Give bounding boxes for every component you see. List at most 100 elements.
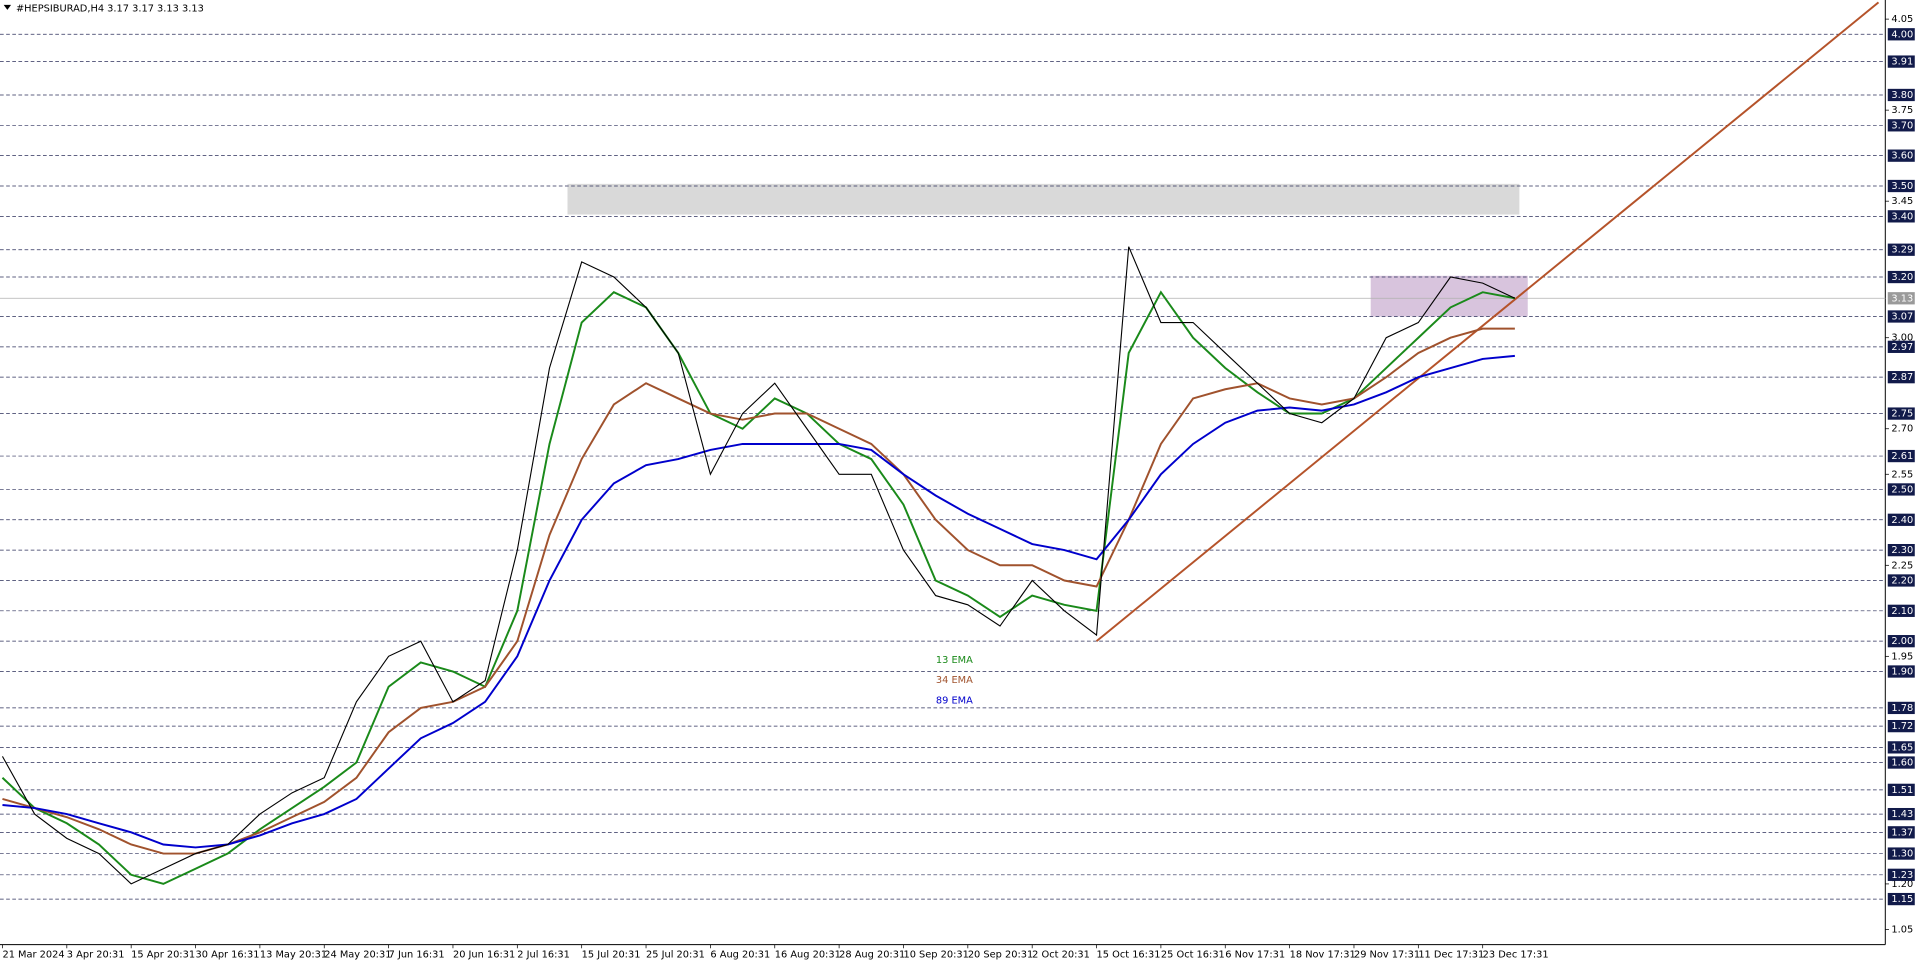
level-label: 1.15 (1891, 894, 1913, 905)
y-tick-label: 1.05 (1891, 924, 1913, 935)
x-tick-label: 15 Jul 20:31 (582, 949, 641, 960)
level-label: 1.30 (1891, 849, 1913, 860)
level-label: 2.50 (1891, 484, 1913, 495)
x-tick-label: 2 Oct 20:31 (1032, 949, 1090, 960)
level-label-box (1887, 635, 1915, 648)
level-label-box (1887, 119, 1915, 132)
level-label-box (1887, 847, 1915, 860)
level-label: 2.75 (1891, 409, 1913, 420)
legend-label: 13 EMA (936, 655, 973, 666)
level-label: 2.40 (1891, 515, 1913, 526)
level-label: 4.00 (1891, 29, 1913, 40)
x-tick-label: 30 Apr 16:31 (196, 949, 260, 960)
y-tick-label: 2.70 (1891, 424, 1913, 435)
legend-label: 89 EMA (936, 695, 973, 706)
price-line (1, 246, 1516, 885)
y-tick-label: 4.05 (1891, 14, 1913, 25)
level-label-box (1887, 783, 1915, 796)
x-tick-label: 24 May 20:31 (324, 949, 391, 960)
y-tick-label: 1.95 (1891, 651, 1913, 662)
level-label-box (1887, 88, 1915, 102)
level-label-box (1887, 756, 1915, 769)
y-tick-label: 3.45 (1891, 196, 1913, 207)
level-label-box (1887, 719, 1915, 733)
level-label: 2.00 (1891, 636, 1913, 647)
level-label: 3.70 (1891, 120, 1913, 131)
x-tick-label: 20 Jun 16:31 (453, 949, 515, 960)
level-label-box (1887, 340, 1915, 353)
level-label-box (1887, 371, 1915, 384)
x-tick-label: 25 Jul 20:31 (646, 949, 705, 960)
level-label-box (1887, 826, 1915, 839)
level-label-box (1887, 310, 1915, 323)
x-tick-label: 6 Aug 20:31 (710, 949, 770, 960)
level-label: 1.37 (1891, 827, 1913, 838)
legend-label: 34 EMA (936, 675, 973, 686)
price-zone (567, 183, 1520, 215)
level-label-box (1887, 807, 1915, 821)
x-tick-label: 7 Jun 16:31 (389, 949, 445, 960)
level-label: 2.97 (1891, 342, 1913, 353)
level-label: 1.72 (1891, 721, 1913, 732)
level-label: 1.65 (1891, 742, 1913, 753)
level-label: 3.07 (1891, 311, 1913, 322)
level-label: 3.80 (1891, 90, 1913, 101)
ema-line (2, 327, 1515, 855)
level-label: 2.20 (1891, 575, 1913, 586)
chart-title: #HEPSIBURAD,H4 3.17 3.17 3.13 3.13 (16, 4, 204, 15)
x-tick-label: 20 Sep 20:31 (968, 949, 1033, 960)
level-label: 1.43 (1891, 809, 1913, 820)
level-label: 2.10 (1891, 606, 1913, 617)
y-tick-label: 3.00 (1891, 333, 1913, 344)
level-label: 3.60 (1891, 151, 1913, 162)
level-label: 1.78 (1891, 703, 1913, 714)
level-label-box (1887, 149, 1915, 162)
level-label-box (1887, 701, 1915, 715)
level-label: 3.20 (1891, 272, 1913, 283)
last-price-label: 3.13 (1891, 293, 1913, 304)
x-tick-label: 15 Apr 20:31 (131, 949, 195, 960)
last-price-box (1887, 292, 1915, 305)
x-tick-label: 23 Dec 17:31 (1483, 949, 1549, 960)
x-tick-label: 15 Oct 16:31 (1097, 949, 1161, 960)
level-label-box (1887, 179, 1915, 193)
level-label: 1.90 (1891, 667, 1913, 678)
x-tick-label: 28 Aug 20:31 (839, 949, 905, 960)
level-label-box (1887, 210, 1915, 223)
level-label-box (1887, 868, 1915, 881)
level-label-box (1887, 892, 1915, 906)
y-tick-label: 2.25 (1891, 560, 1913, 571)
level-label: 3.50 (1891, 181, 1913, 192)
level-label-box (1887, 741, 1915, 754)
level-label: 2.30 (1891, 545, 1913, 556)
level-label-box (1887, 483, 1915, 496)
level-label-box (1887, 513, 1915, 526)
x-tick-label: 6 Nov 17:31 (1225, 949, 1285, 960)
x-tick-label: 11 Dec 17:31 (1418, 949, 1484, 960)
level-label-box (1887, 543, 1915, 557)
level-label-box (1887, 407, 1915, 420)
level-label: 1.60 (1891, 758, 1913, 769)
level-label-box (1887, 270, 1915, 284)
level-label: 1.23 (1891, 870, 1913, 881)
trendline (1095, 1, 1880, 642)
ema-line (2, 354, 1515, 849)
level-label: 3.29 (1891, 245, 1913, 256)
x-tick-label: 25 Oct 16:31 (1161, 949, 1225, 960)
level-label: 3.91 (1891, 57, 1913, 68)
level-label-box (1887, 55, 1915, 68)
level-label-box (1887, 665, 1915, 678)
collapse-icon[interactable] (3, 4, 12, 10)
y-tick-label: 2.55 (1891, 469, 1913, 480)
level-label-box (1887, 604, 1915, 617)
x-tick-label: 18 Nov 17:31 (1290, 949, 1356, 960)
level-label: 2.87 (1891, 372, 1913, 383)
x-tick-label: 16 Aug 20:31 (775, 949, 841, 960)
level-label: 2.61 (1891, 451, 1913, 462)
level-label: 1.51 (1891, 785, 1913, 796)
x-tick-label: 21 Mar 2024 (2, 949, 64, 960)
y-tick-label: 3.75 (1891, 105, 1913, 116)
x-tick-label: 3 Apr 20:31 (67, 949, 125, 960)
